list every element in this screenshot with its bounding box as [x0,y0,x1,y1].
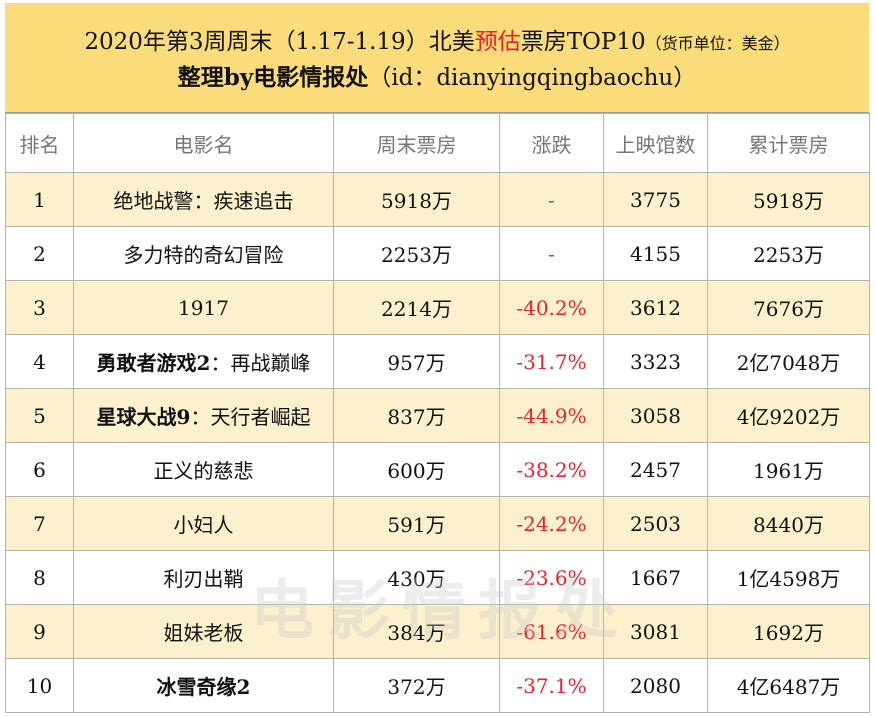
movie-title-text: 1917 [178,295,229,320]
movie-title-bold: 勇敢者游戏2 [96,351,211,375]
theaters-cell: 1667 [603,550,708,605]
change-cell: -23.6% [499,550,604,605]
title-suffix: 票房TOP10 [520,29,646,55]
movie-title-cell: 冰雪奇缘2 [73,658,334,713]
subtitle-author: 整理by电影情报处 [177,64,369,91]
weekend-gross-cell: 2214万 [333,280,500,335]
subtitle-id: （id：dianyingqingbaochu） [368,65,697,91]
change-cell: -44.9% [499,388,604,443]
total-gross-cell: 1692万 [707,604,870,659]
rank-cell: 1 [5,172,74,227]
currency-unit-note: （货币单位：美金） [645,34,790,53]
column-header-rank: 排名 [5,113,74,173]
movie-title-cell: 星球大战9：天行者崛起 [73,388,334,443]
table-row: 2 多力特的奇幻冒险 2253万 -4155 2253万 [5,226,870,281]
rank-cell: 6 [5,442,74,497]
movie-title-text: 绝地战警：疾速追击 [113,189,294,213]
rank-cell: 2 [5,226,74,281]
theaters-cell: 3612 [603,280,708,335]
movie-title-cell: 勇敢者游戏2：再战巅峰 [73,334,334,389]
rank-cell: 8 [5,550,74,605]
change-cell: - [499,226,604,281]
movie-title-text: 多力特的奇幻冒险 [123,243,284,267]
total-gross-cell: 2亿7048万 [707,334,870,389]
total-gross-cell: 1961万 [707,442,870,497]
box-office-table: 排名 电影名 周末票房 涨跌 上映馆数 累计票房 1 绝地战警：疾速追击 5918万… [5,113,870,713]
table-row: 9 姐妹老板 384万 -61.6% 3081 1692万 [5,604,870,659]
table-column-headers: 排名 电影名 周末票房 涨跌 上映馆数 累计票房 [5,113,870,173]
rank-cell: 5 [5,388,74,443]
change-cell: - [499,172,604,227]
column-header-weekend-gross: 周末票房 [333,113,500,173]
total-gross-cell: 4亿9202万 [707,388,870,443]
theaters-cell: 3323 [603,334,708,389]
page-title: 2020年第3周周末（1.17-1.19）北美预估票房TOP10（货币单位：美金… [5,27,869,59]
theaters-cell: 2457 [603,442,708,497]
rank-cell: 4 [5,334,74,389]
change-cell: -38.2% [499,442,604,497]
movie-title-text: ：再战巅峰 [210,351,311,375]
movie-title-text: 小妇人 [173,513,234,537]
theaters-cell: 2503 [603,496,708,551]
theaters-cell: 2080 [603,658,708,713]
weekend-gross-cell: 372万 [333,658,500,713]
weekend-gross-cell: 600万 [333,442,500,497]
column-header-theaters: 上映馆数 [603,113,708,173]
movie-title-cell: 多力特的奇幻冒险 [73,226,334,281]
movie-title-text: ：天行者崛起 [190,405,311,429]
total-gross-cell: 8440万 [707,496,870,551]
table-row: 7 小妇人 591万 -24.2% 2503 8440万 [5,496,870,551]
change-cell: -37.1% [499,658,604,713]
movie-title-cell: 1917 [73,280,334,335]
title-prefix: 2020年第3周周末（1.17-1.19）北美 [84,29,475,55]
rank-cell: 9 [5,604,74,659]
title-highlight: 预估 [474,29,521,55]
theaters-cell: 3058 [603,388,708,443]
column-header-total-gross: 累计票房 [707,113,870,173]
total-gross-cell: 2253万 [707,226,870,281]
column-header-change: 涨跌 [499,113,604,173]
total-gross-cell: 4亿6487万 [707,658,870,713]
rank-cell: 3 [5,280,74,335]
theaters-cell: 3081 [603,604,708,659]
total-gross-cell: 1亿4598万 [707,550,870,605]
change-cell: -31.7% [499,334,604,389]
weekend-gross-cell: 5918万 [333,172,500,227]
movie-title-cell: 绝地战警：疾速追击 [73,172,334,227]
table-row: 5 星球大战9：天行者崛起 837万 -44.9% 3058 4亿9202万 [5,388,870,443]
table-row: 10 冰雪奇缘2 372万 -37.1% 2080 4亿6487万 [5,658,870,713]
movie-title-bold: 星球大战9 [96,405,191,429]
table-row: 6 正义的慈悲 600万 -38.2% 2457 1961万 [5,442,870,497]
table-row: 8 利刃出鞘 430万 -23.6% 1667 1亿4598万 [5,550,870,605]
movie-title-cell: 正义的慈悲 [73,442,334,497]
table-header-banner: 2020年第3周周末（1.17-1.19）北美预估票房TOP10（货币单位：美金… [5,3,869,113]
theaters-cell: 4155 [603,226,708,281]
weekend-gross-cell: 957万 [333,334,500,389]
page-subtitle: 整理by电影情报处（id：dianyingqingbaochu） [5,63,869,93]
movie-title-cell: 利刃出鞘 [73,550,334,605]
table-row: 4 勇敢者游戏2：再战巅峰 957万 -31.7% 3323 2亿7048万 [5,334,870,389]
weekend-gross-cell: 837万 [333,388,500,443]
total-gross-cell: 5918万 [707,172,870,227]
theaters-cell: 3775 [603,172,708,227]
change-cell: -24.2% [499,496,604,551]
movie-title-text: 利刃出鞘 [163,567,244,591]
movie-title-bold: 冰雪奇缘2 [156,675,251,699]
weekend-gross-cell: 2253万 [333,226,500,281]
change-cell: -40.2% [499,280,604,335]
movie-title-text: 正义的慈悲 [153,459,254,483]
table-row: 3 1917 2214万 -40.2% 3612 7676万 [5,280,870,335]
rank-cell: 7 [5,496,74,551]
movie-title-cell: 姐妹老板 [73,604,334,659]
column-header-title: 电影名 [73,113,334,173]
change-cell: -61.6% [499,604,604,659]
weekend-gross-cell: 430万 [333,550,500,605]
rank-cell: 10 [5,658,74,713]
table-row: 1 绝地战警：疾速追击 5918万 -3775 5918万 [5,172,870,227]
total-gross-cell: 7676万 [707,280,870,335]
weekend-gross-cell: 591万 [333,496,500,551]
movie-title-text: 姐妹老板 [163,621,244,645]
movie-title-cell: 小妇人 [73,496,334,551]
weekend-gross-cell: 384万 [333,604,500,659]
